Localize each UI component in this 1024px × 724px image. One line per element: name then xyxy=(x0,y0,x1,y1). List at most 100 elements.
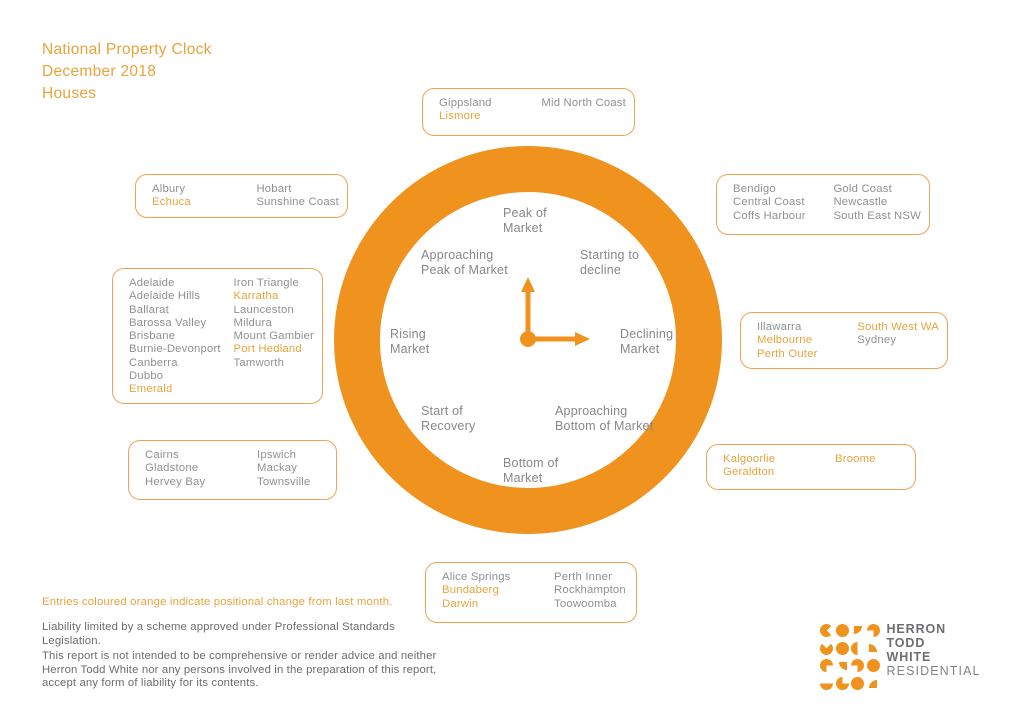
region-entry: Bendigo xyxy=(733,183,776,195)
region-entry: Bundaberg xyxy=(442,584,500,597)
region-entry: Central Coast xyxy=(733,196,805,209)
region-column: Gold Coast Newcastle South East NSW xyxy=(833,183,921,228)
logo-dot xyxy=(835,641,849,655)
region-entry: Kalgoorlie xyxy=(723,453,776,465)
region-entry: Cairns xyxy=(145,449,179,461)
region-entry: Burnie-Devonport xyxy=(129,343,221,356)
region-box-bottom-of-market: Alice Springs Bundaberg Darwin Perth Inner R… xyxy=(425,562,637,623)
clock-label-start-of-recovery: Start of Recovery xyxy=(421,404,476,433)
region-column: Bendigo Central Coast Coffs Harbour xyxy=(733,183,833,228)
region-entry: South West WA xyxy=(857,321,939,333)
region-entry: Adelaide Hills xyxy=(129,290,201,303)
logo-dot xyxy=(851,676,864,690)
clock-label-declining-market: Declining Market xyxy=(620,327,674,356)
logo-dots-icon xyxy=(820,624,880,690)
region-column: Hobart Sunshine Coast xyxy=(256,183,339,211)
region-column: Cairns Gladstone Hervey Bay xyxy=(145,449,257,493)
region-entry: Sydney xyxy=(857,334,897,347)
region-entry: Albury xyxy=(152,183,186,195)
region-box-approaching-bottom: Kalgoorlie Geraldton Broome xyxy=(706,444,916,490)
region-entry: Alice Springs xyxy=(442,571,511,583)
region-entry: Brisbane xyxy=(129,330,176,343)
region-entry: Toowoomba xyxy=(554,597,617,610)
logo-dot xyxy=(836,659,849,672)
region-entry: Mid North Coast xyxy=(541,97,626,109)
region-entry: Darwin xyxy=(442,597,479,610)
region-column: Mid North Coast xyxy=(541,97,626,129)
logo-dot xyxy=(851,641,864,655)
region-column: Gippsland Lismore xyxy=(439,97,541,129)
disclaimer-note: This report is not intended to be compre… xyxy=(42,650,437,690)
region-entry: Emerald xyxy=(129,383,173,396)
logo-dot xyxy=(867,642,880,655)
region-entry: Gladstone xyxy=(145,462,199,475)
region-entry: Newcastle xyxy=(833,196,888,209)
region-entry: Melbourne xyxy=(757,334,813,347)
page-title: National Property Clock December 2018 Hous… xyxy=(42,39,212,105)
region-entry: Ipswich xyxy=(257,449,297,461)
title-line: National Property Clock xyxy=(42,41,212,58)
region-entry: Rockhampton xyxy=(554,584,626,597)
logo-dot xyxy=(866,659,880,672)
region-entry: Mount Gambier xyxy=(233,330,314,343)
clock-label-approaching-bottom-of-market: Approaching Bottom of Market xyxy=(555,404,654,433)
logo-dot xyxy=(820,659,833,672)
region-column: South West WA Sydney xyxy=(857,321,939,362)
logo-dot xyxy=(835,624,849,637)
region-entry: Perth Outer xyxy=(757,347,818,360)
region-box-declining-market: Illawarra Melbourne Perth Outer South West … xyxy=(740,312,948,369)
clock-label-rising-market: Rising Market xyxy=(390,327,430,356)
region-entry: Tamworth xyxy=(233,356,285,369)
region-entry: Sunshine Coast xyxy=(256,196,339,209)
region-entry: Karratha xyxy=(233,290,279,303)
region-entry: Perth Inner xyxy=(554,571,613,583)
region-entry: Gold Coast xyxy=(833,183,892,195)
region-entry: Adelaide xyxy=(129,277,175,289)
region-entry: Echuca xyxy=(152,196,191,209)
region-entry: Canberra xyxy=(129,356,178,369)
logo-text: HERRON TODD WHITE RESIDENTIAL xyxy=(887,622,981,690)
clock-label-peak-of-market: Peak of Market xyxy=(503,206,547,235)
clock-label-approaching-peak-of-market: Approaching Peak of Market xyxy=(421,248,508,277)
region-entry: Broome xyxy=(835,453,876,465)
logo-line-3: WHITE xyxy=(886,650,932,664)
region-entry: Hobart xyxy=(256,183,292,195)
liability-note: Liability limited by a scheme approved u… xyxy=(42,621,395,647)
region-column: Illawarra Melbourne Perth Outer xyxy=(757,321,857,362)
region-entry: Barossa Valley xyxy=(129,316,207,329)
subtitle-category: Houses xyxy=(42,85,97,102)
region-entry: Dubbo xyxy=(129,370,164,383)
logo-line-1: HERRON xyxy=(886,622,947,636)
clock-label-starting-to-decline: Starting to decline xyxy=(580,248,640,277)
region-box-start-of-recovery: Cairns Gladstone Hervey Bay Ipswich Mackay To… xyxy=(128,440,337,500)
region-column: Adelaide Adelaide Hills Ballarat Barossa Va… xyxy=(129,277,234,397)
region-entry: Ballarat xyxy=(129,303,169,316)
logo-dot xyxy=(820,676,833,690)
region-box-rising-market: Adelaide Adelaide Hills Ballarat Barossa Va… xyxy=(112,268,323,404)
region-column: Perth Inner Rockhampton Toowoomba xyxy=(554,571,628,616)
region-box-starting-to-decline: Bendigo Central Coast Coffs Harbour Gold Co… xyxy=(716,174,930,235)
logo-sub-line: RESIDENTIAL xyxy=(886,664,981,678)
logo-dot xyxy=(851,624,864,637)
region-entry: Mildura xyxy=(233,316,272,329)
region-entry: Coffs Harbour xyxy=(733,209,806,222)
region-column: Ipswich Mackay Townsville xyxy=(257,449,328,493)
logo-dot xyxy=(851,659,864,672)
logo-line-2: TODD xyxy=(886,636,926,650)
region-column: Iron Triangle Karratha Launceston Mildura Mo… xyxy=(234,277,314,397)
region-entry: Townsville xyxy=(257,475,311,488)
region-entry: Mackay xyxy=(257,462,298,475)
region-box-approaching-peak: Albury Echuca Hobart Sunshine Coast xyxy=(135,174,348,218)
region-box-peak-of-market: Gippsland Lismore Mid North Coast xyxy=(422,88,635,136)
region-column: Albury Echuca xyxy=(152,183,256,211)
region-entry: Launceston xyxy=(233,303,294,316)
region-entry: Port Hedland xyxy=(233,343,302,356)
herron-todd-white-logo: HERRON TODD WHITE RESIDENTIAL xyxy=(820,622,981,690)
logo-dot xyxy=(867,677,880,690)
region-column: Kalgoorlie Geraldton xyxy=(723,453,835,483)
clock-hands-icon xyxy=(520,277,590,347)
subtitle-date: December 2018 xyxy=(42,63,157,80)
region-column: Broome xyxy=(835,453,907,483)
region-entry: Geraldton xyxy=(723,466,775,479)
